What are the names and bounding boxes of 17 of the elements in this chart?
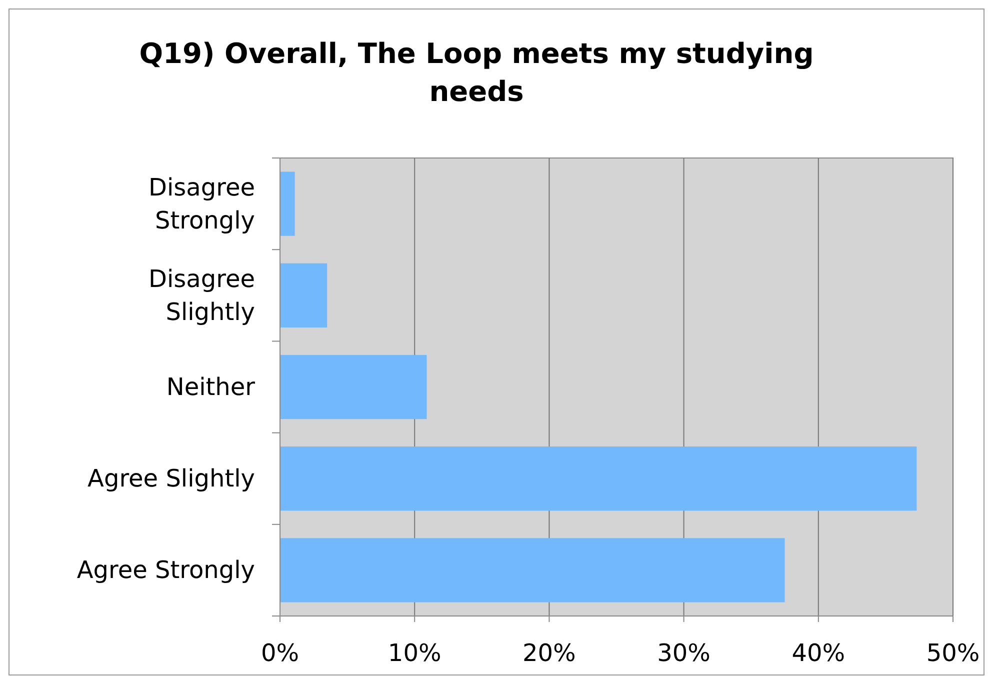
x-tick-label: 30% xyxy=(657,639,710,667)
x-tick-label: 0% xyxy=(260,639,300,667)
y-tick-label: Disagree Strongly xyxy=(148,173,255,234)
y-tick-label: Agree Slightly xyxy=(88,464,255,493)
x-tick-label: 20% xyxy=(522,639,576,667)
x-tick-label: 50% xyxy=(926,639,980,667)
y-tick-label: Disagree Slightly xyxy=(148,264,255,326)
x-tick-label: 40% xyxy=(792,639,846,667)
bar xyxy=(280,538,785,602)
bar xyxy=(280,446,917,511)
bar xyxy=(280,172,295,236)
chart-title: Q19) Overall, The Loop meets my studying needs xyxy=(139,37,814,108)
bar xyxy=(280,263,328,328)
x-tick-label: 10% xyxy=(388,639,442,667)
bar xyxy=(280,354,427,420)
y-tick-label: Agree Strongly xyxy=(76,556,255,584)
y-tick-label: Neither xyxy=(166,373,256,401)
